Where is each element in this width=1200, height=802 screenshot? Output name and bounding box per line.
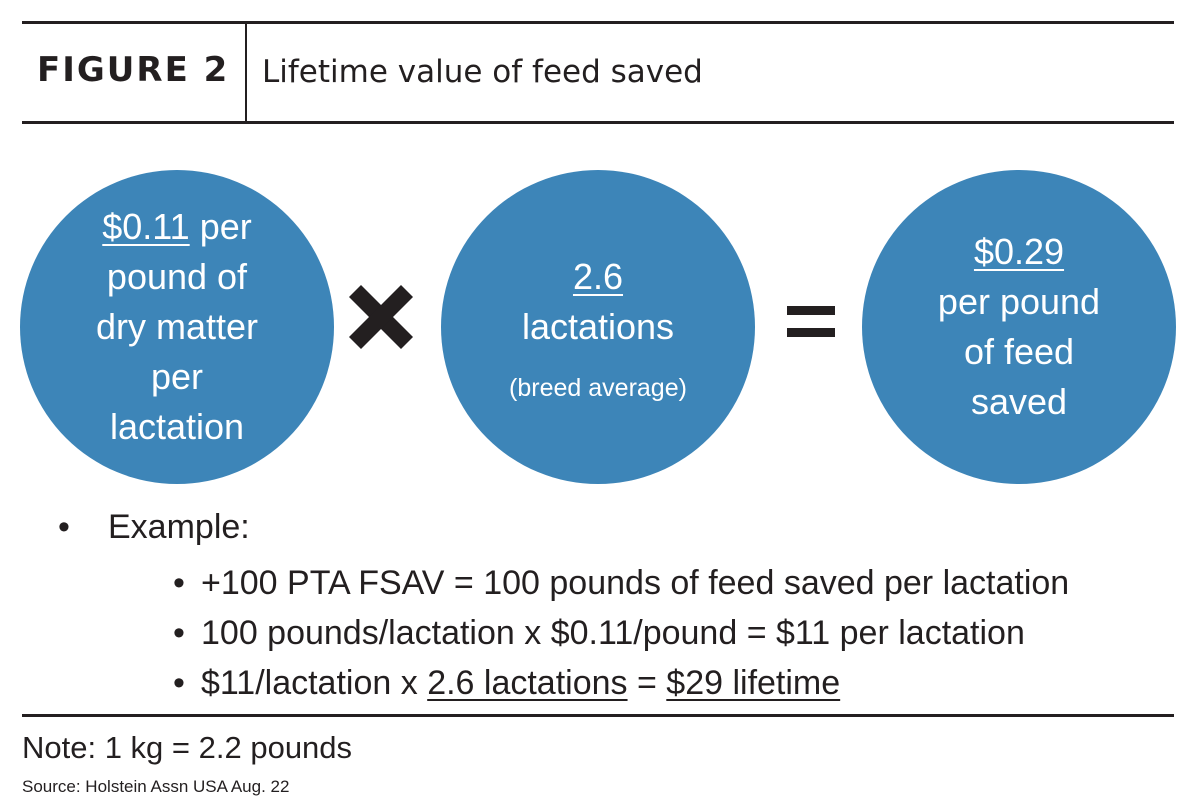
example-list: • +100 PTA FSAV = 100 pounds of feed save… bbox=[173, 558, 1069, 708]
equals-bar-top bbox=[787, 306, 835, 315]
list-item: • $11/lactation x 2.6 lactations = $29 li… bbox=[173, 658, 1069, 708]
bullet-icon: • bbox=[173, 614, 185, 652]
circle-1-line-1: pound of bbox=[106, 256, 248, 297]
example-label: Example: bbox=[108, 508, 250, 546]
header-divider bbox=[245, 24, 247, 121]
circle-1-value: $0.11 bbox=[102, 206, 190, 247]
circle-1-value-suffix: per bbox=[189, 206, 252, 247]
circle-1-line-4: lactation bbox=[109, 406, 245, 447]
example-item-2: 100 pounds/lactation x $0.11/pound = $11… bbox=[201, 614, 1025, 652]
circle-2-line-1: lactations bbox=[521, 305, 675, 347]
source-credit: Source: Holstein Assn USA Aug. 22 bbox=[22, 777, 290, 796]
circle-3-line-3: saved bbox=[970, 381, 1068, 422]
unit-note: Note: 1 kg = 2.2 pounds bbox=[22, 730, 353, 765]
list-item: • 100 pounds/lactation x $0.11/pound = $1… bbox=[173, 608, 1069, 658]
list-item: • +100 PTA FSAV = 100 pounds of feed save… bbox=[173, 558, 1069, 608]
top-rule bbox=[22, 21, 1174, 24]
lactations-circle: 2.6 lactations (breed average) bbox=[441, 170, 755, 484]
header-bottom-rule bbox=[22, 121, 1174, 124]
price-per-pound-circle: $0.11 per pound of dry matter per lactat… bbox=[20, 170, 334, 484]
footer-rule bbox=[22, 714, 1174, 717]
lifetime-value-circle: $0.29 per pound of feed saved bbox=[862, 170, 1176, 484]
equals-sign bbox=[787, 306, 835, 350]
figure-title: Lifetime value of feed saved bbox=[262, 54, 703, 90]
circle-1-line-3: per bbox=[150, 356, 204, 397]
bullet-icon: • bbox=[173, 564, 185, 602]
circle-1-line-2: dry matter bbox=[95, 306, 259, 347]
example-item-3-lactations: 2.6 lactations bbox=[427, 664, 628, 702]
multiply-sign bbox=[348, 284, 414, 350]
circle-3-line-2: of feed bbox=[963, 331, 1075, 372]
bullet-icon: • bbox=[58, 508, 70, 546]
circle-3-value: $0.29 bbox=[973, 231, 1065, 272]
example-item-3-lifetime: $29 lifetime bbox=[666, 664, 841, 702]
example-item-3-part-1: $11/lactation x bbox=[201, 664, 428, 702]
example-item-1: +100 PTA FSAV = 100 pounds of feed saved… bbox=[201, 564, 1070, 602]
bullet-icon: • bbox=[173, 664, 185, 702]
figure-label: FIGURE 2 bbox=[37, 50, 230, 90]
equals-bar-bottom bbox=[787, 328, 835, 337]
circle-1-line-0: $0.11 per bbox=[102, 202, 251, 252]
example-heading: • Example: bbox=[58, 508, 250, 547]
circle-3-line-1: per pound bbox=[937, 281, 1101, 322]
circle-2-value: 2.6 bbox=[572, 255, 624, 297]
circle-2-note: (breed average) bbox=[509, 373, 687, 402]
example-item-3-part-3: = bbox=[627, 664, 667, 702]
